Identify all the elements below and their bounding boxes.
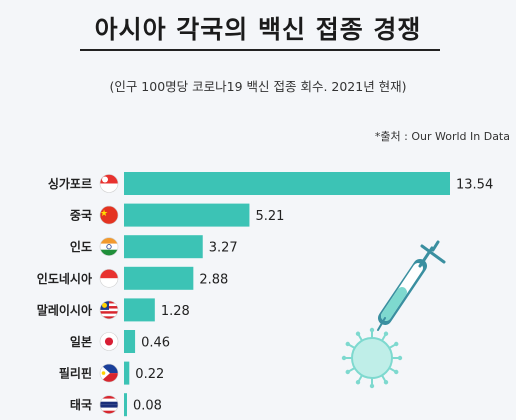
india-flag-icon xyxy=(100,237,118,256)
category-label: 말레이시아 xyxy=(37,302,92,317)
philippines-flag-icon xyxy=(100,364,118,383)
category-label: 인도네시아 xyxy=(37,271,92,286)
bar xyxy=(124,266,194,290)
value-label: 0.22 xyxy=(135,367,164,382)
value-label: 0.08 xyxy=(133,399,162,414)
singapore-flag-icon xyxy=(100,174,118,193)
japan-flag-icon xyxy=(100,332,118,351)
syringe-illustration xyxy=(341,240,446,389)
chart-title: 아시아 각국의 백신 접종 경쟁 xyxy=(94,15,422,44)
malaysia-flag-icon xyxy=(100,300,118,319)
value-label: 2.88 xyxy=(199,272,228,287)
category-label: 태국 xyxy=(70,397,92,412)
title-underline xyxy=(80,49,440,51)
bar xyxy=(124,235,203,259)
thailand-flag-icon xyxy=(100,395,118,414)
category-label: 중국 xyxy=(70,209,92,223)
value-label: 5.21 xyxy=(255,209,284,224)
bar xyxy=(124,330,136,353)
bar xyxy=(124,361,130,385)
chart-subtitle: (인구 100명당 코로나19 백신 접종 회수. 2021년 현재) xyxy=(109,79,407,94)
category-label: 필리핀 xyxy=(59,366,92,381)
category-label: 일본 xyxy=(70,335,92,349)
value-label: 0.46 xyxy=(141,336,170,351)
svg-text:★: ★ xyxy=(100,209,108,219)
bar xyxy=(124,172,450,195)
category-label: 싱가포르 xyxy=(48,176,92,191)
value-label: 3.27 xyxy=(209,241,238,256)
category-label: 인도 xyxy=(70,239,92,254)
bar xyxy=(124,298,155,322)
value-label: 1.28 xyxy=(161,304,190,319)
value-label: 13.54 xyxy=(456,178,493,193)
source-note: *출처 : Our World In Data xyxy=(374,130,510,143)
china-flag-icon: ★ xyxy=(100,206,118,225)
indonesia-flag-icon xyxy=(100,269,118,288)
bar xyxy=(124,393,127,417)
bar xyxy=(124,203,250,227)
